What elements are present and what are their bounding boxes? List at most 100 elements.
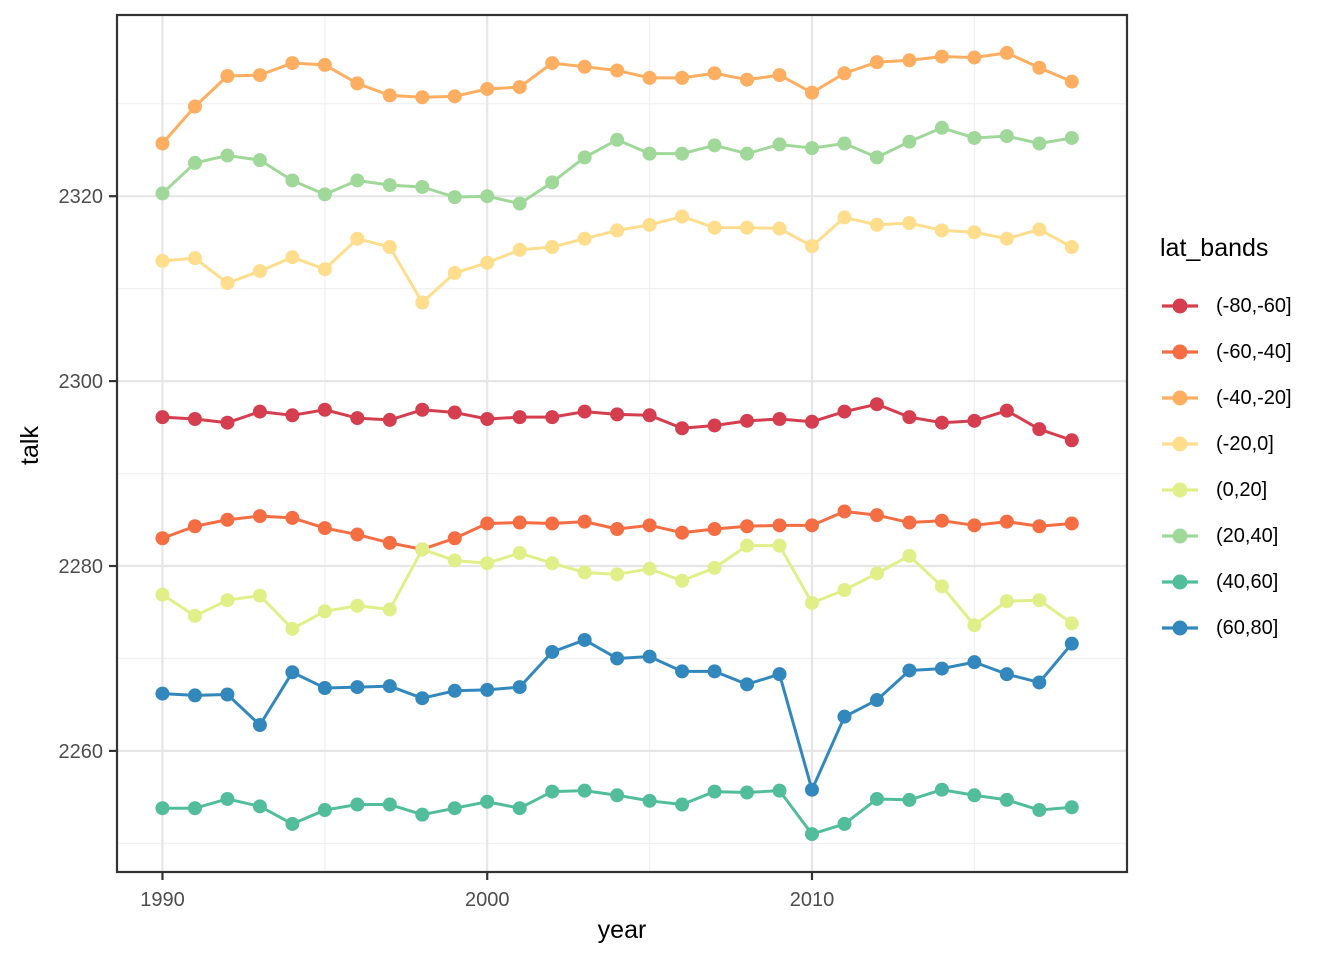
series-point <box>415 691 430 706</box>
series-point <box>772 783 787 798</box>
series-point <box>1032 519 1047 534</box>
series-point <box>999 45 1014 60</box>
series-point <box>187 608 202 623</box>
series-point <box>967 225 982 240</box>
series-point <box>967 618 982 633</box>
series-point <box>804 85 819 100</box>
series-point <box>610 132 625 147</box>
legend-item-label: (40,60] <box>1216 570 1279 593</box>
series-point <box>252 404 267 419</box>
series-point <box>187 688 202 703</box>
series-point <box>837 210 852 225</box>
series-point <box>934 223 949 238</box>
legend-key-icon <box>1162 344 1198 360</box>
series-point <box>675 209 690 224</box>
legend-item-label: (-60,-40] <box>1216 340 1292 363</box>
legend-item: (-80,-60] <box>1160 283 1292 329</box>
series-point <box>772 221 787 236</box>
legend-item-label: (-80,-60] <box>1216 294 1292 317</box>
series-point <box>577 514 592 529</box>
series-point <box>707 784 722 799</box>
series-point <box>415 90 430 105</box>
series-point <box>220 148 235 163</box>
series-point <box>415 295 430 310</box>
series-point <box>545 556 560 571</box>
series-point <box>740 538 755 553</box>
legend-item-label: (20,40] <box>1216 524 1279 547</box>
series-point <box>707 418 722 433</box>
series-point <box>999 594 1014 609</box>
series-point <box>1032 675 1047 690</box>
legend-item: (20,40] <box>1160 513 1292 559</box>
series-point <box>1064 636 1079 651</box>
series-point <box>999 403 1014 418</box>
series-point <box>512 680 527 695</box>
series-point <box>512 801 527 816</box>
legend-key-icon <box>1162 574 1198 590</box>
series-point <box>447 801 462 816</box>
series-point <box>187 99 202 114</box>
series-point <box>577 632 592 647</box>
series-point <box>220 791 235 806</box>
series-point <box>187 251 202 266</box>
series-point <box>610 223 625 238</box>
series-point <box>317 521 332 536</box>
series-point <box>155 186 170 201</box>
series-point <box>350 173 365 188</box>
series-point <box>350 76 365 91</box>
panel-background <box>117 15 1127 872</box>
series-point <box>772 538 787 553</box>
series-point <box>577 59 592 74</box>
series-point <box>869 791 884 806</box>
series-point <box>740 519 755 534</box>
series-point <box>447 265 462 280</box>
series-point <box>1032 593 1047 608</box>
legend-key-icon <box>1162 482 1198 498</box>
series-point <box>447 89 462 104</box>
legend-item: (-60,-40] <box>1160 329 1292 375</box>
series-point <box>902 53 917 68</box>
series-point <box>902 134 917 149</box>
series-point <box>350 598 365 613</box>
series-point <box>350 527 365 542</box>
series-point <box>447 553 462 568</box>
series-point <box>155 686 170 701</box>
y-axis-tick-label: 2280 <box>59 556 104 578</box>
series-point <box>317 681 332 696</box>
series-point <box>772 68 787 83</box>
legend-key-icon <box>1162 620 1198 636</box>
x-axis-tick-label: 1990 <box>140 889 185 911</box>
series-point <box>967 655 982 670</box>
legend-item-label: (0,20] <box>1216 478 1268 501</box>
series-point <box>480 255 495 270</box>
series-point <box>642 518 657 533</box>
series-point <box>577 783 592 798</box>
series-point <box>837 709 852 724</box>
series-point <box>350 797 365 812</box>
series-point <box>480 81 495 96</box>
legend-title: lat_bands <box>1160 234 1269 262</box>
series-point <box>220 593 235 608</box>
series-point <box>252 153 267 168</box>
series-point <box>869 566 884 581</box>
series-point <box>837 816 852 831</box>
series-point <box>999 667 1014 682</box>
series-point <box>447 190 462 205</box>
series-point <box>382 178 397 193</box>
series-point <box>220 415 235 430</box>
series-point <box>480 516 495 531</box>
series-point <box>934 120 949 135</box>
series-point <box>740 785 755 800</box>
series-point <box>382 679 397 694</box>
series-point <box>707 522 722 537</box>
series-point <box>155 587 170 602</box>
series-point <box>1064 240 1079 255</box>
legend-key-icon <box>1162 390 1198 406</box>
series-point <box>1064 616 1079 631</box>
series-point <box>187 801 202 816</box>
series-point <box>740 413 755 428</box>
series-point <box>447 683 462 698</box>
series-point <box>382 535 397 550</box>
legend-item-label: (-40,-20] <box>1216 386 1292 409</box>
series-point <box>902 548 917 563</box>
